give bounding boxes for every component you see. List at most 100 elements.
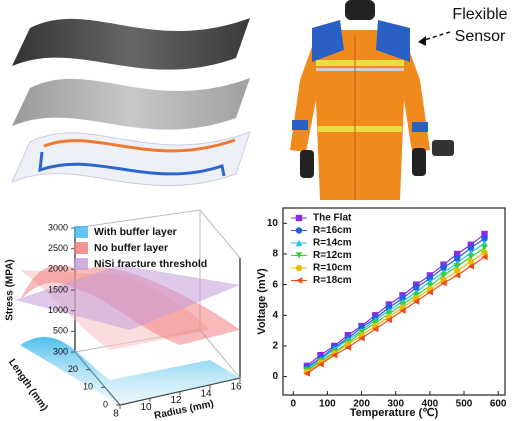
legend-marker <box>295 239 303 247</box>
z-tick-label: 1000 <box>48 305 68 315</box>
marker <box>467 263 475 270</box>
legend-marker <box>295 264 303 272</box>
y-tick-label: 30 <box>53 346 63 356</box>
legend-swatch <box>74 242 88 254</box>
legend-label: R=10cm <box>313 263 352 274</box>
arrow-head <box>418 36 426 46</box>
legend-marker <box>295 277 303 284</box>
x-axis-label: Radius (mm) <box>153 398 215 421</box>
marker <box>481 249 488 256</box>
z-tick-label: 2500 <box>48 243 68 253</box>
x-axis-label: Temperature (℃) <box>350 407 439 419</box>
marker <box>440 264 447 271</box>
x-tick-label: 0 <box>290 399 296 410</box>
z-tick-label: 2000 <box>48 264 68 274</box>
marker <box>467 244 475 252</box>
cuff <box>412 122 428 132</box>
cuff <box>292 120 308 130</box>
marker <box>453 272 461 279</box>
reflective-stripe <box>316 68 404 71</box>
marker <box>440 272 447 279</box>
marker <box>481 244 488 252</box>
x-tick-label: 100 <box>319 399 336 410</box>
legend-swatch <box>74 258 88 270</box>
z-axis-label: Stress (MPA) <box>5 259 16 321</box>
marker <box>453 267 461 275</box>
x-tick-label: 16 <box>230 382 242 393</box>
surface-plot: 0 500 1000 1500 2000 2500 3000 8 10 12 14 16 0 10 20 30… <box>5 209 242 421</box>
x-tick-label: 500 <box>456 399 473 410</box>
legend-label: The Flat <box>313 213 352 224</box>
marker <box>358 335 365 342</box>
y-tick-label: 10 <box>267 218 279 229</box>
legend-label: R=16cm <box>313 225 352 236</box>
y-axis-label: Voltage (mV) <box>256 268 268 335</box>
x-tick-label: 8 <box>113 409 119 420</box>
legend-marker <box>295 252 303 259</box>
marker <box>453 250 461 258</box>
shoulder-pad <box>312 20 344 62</box>
suit-illustration: Flexible Sensor <box>290 0 508 200</box>
pointer-arrow <box>417 31 451 43</box>
sensor-label: Sensor <box>455 28 506 45</box>
legend-marker <box>295 227 303 234</box>
y-tick-label: 20 <box>68 364 78 374</box>
marker <box>440 279 447 287</box>
marker <box>385 316 393 324</box>
y-tick-label: 0 <box>272 371 278 382</box>
z-tick-label: 0 <box>63 346 68 356</box>
marker <box>453 263 461 270</box>
marker <box>413 284 420 291</box>
z-tick-label: 3000 <box>48 222 68 232</box>
x-tick-label: 12 <box>170 395 182 406</box>
layer-dark <box>12 18 250 70</box>
legend-label: With buffer layer <box>94 226 177 238</box>
helmet <box>345 0 375 20</box>
orange-trace <box>43 138 236 153</box>
x-tick-label: 200 <box>353 399 370 410</box>
glove <box>412 148 426 176</box>
marker <box>453 255 461 262</box>
z-tick-label: 500 <box>53 326 68 336</box>
y-tick-label: 8 <box>272 249 278 260</box>
layer-illustration <box>11 18 251 187</box>
legend-label: No buffer layer <box>94 242 168 254</box>
legend-label: NiSi fracture threshold <box>94 258 207 270</box>
y-tick-label: 2 <box>272 341 278 352</box>
y-tick-label: 6 <box>272 279 278 290</box>
marker <box>344 344 352 351</box>
shoulder-pad <box>376 20 410 62</box>
legend-swatch <box>74 226 88 238</box>
legend-label: R=18cm <box>313 275 352 286</box>
glove <box>300 150 314 178</box>
marker <box>467 258 475 265</box>
layer-white <box>11 131 251 187</box>
x-tick-label: 10 <box>140 402 152 413</box>
y-tick-label: 4 <box>272 310 278 321</box>
marker <box>317 361 324 368</box>
legend-label: R=12cm <box>313 250 352 261</box>
marker <box>467 253 475 261</box>
x-tick-label: 600 <box>490 399 507 410</box>
y-axis-label: Length (mm) <box>6 357 50 413</box>
legend-marker <box>295 214 303 222</box>
legend-label: R=14cm <box>313 238 352 249</box>
surface-threshold <box>15 265 240 330</box>
marker <box>481 230 488 238</box>
marker <box>399 307 406 314</box>
blue-trace <box>38 151 226 177</box>
layer-grey <box>12 78 250 130</box>
surface-blue <box>20 337 240 405</box>
marker <box>481 253 488 261</box>
marker <box>331 351 338 359</box>
y-tick-label: 0 <box>103 399 108 409</box>
y-tick-label: 10 <box>83 382 93 392</box>
marker <box>481 235 488 242</box>
reflective-stripe <box>318 126 402 132</box>
reflective-stripe <box>316 60 404 66</box>
marker <box>372 325 379 333</box>
x-tick-label: 400 <box>422 399 439 410</box>
plot-frame <box>282 207 506 396</box>
marker <box>413 298 420 305</box>
